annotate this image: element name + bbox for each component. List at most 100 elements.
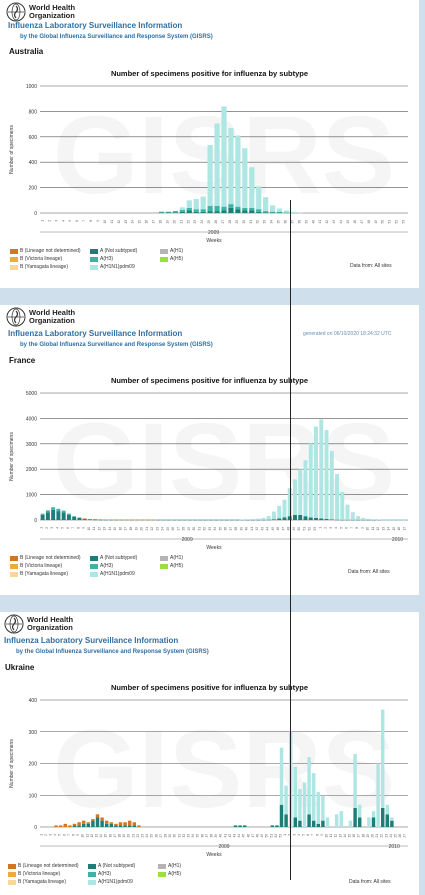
bar-not_subtyped: [86, 823, 91, 827]
bar-pdm09: [261, 517, 266, 520]
bar-b_lineage_nd: [103, 519, 108, 520]
y-tick-label: 400: [29, 160, 38, 166]
x-tick-label: 11: [85, 834, 89, 838]
bar-pdm09: [298, 788, 302, 821]
legend-swatch: [10, 563, 18, 569]
x-tick-label: 41: [250, 527, 254, 531]
bar-not_subtyped: [345, 519, 350, 521]
x-tick-label: 19: [122, 834, 126, 838]
bar-pdm09: [366, 518, 371, 520]
x-tick-label: 47: [281, 527, 285, 531]
x-tick-label: 32: [256, 220, 260, 224]
bar-b_lineage_nd: [137, 825, 141, 827]
bar-not_subtyped: [357, 817, 362, 827]
legend-item: B (Lineage not determined): [8, 863, 79, 869]
logo-line2: Organization: [27, 623, 73, 632]
legend-label: A(H3): [98, 871, 112, 877]
x-tick-label: 9: [96, 220, 100, 222]
bar-h3: [186, 207, 192, 211]
legend: B (Lineage not determined) B (Victoria li…: [10, 248, 270, 274]
x-tick-label: 9: [320, 834, 324, 836]
x-tick-label: 31: [249, 220, 253, 224]
bar-b_lineage_nd: [91, 819, 95, 821]
system-subtitle: by the Global Influenza Surveillance and…: [20, 342, 213, 348]
bar-not_subtyped: [40, 514, 45, 520]
bar-pdm09: [367, 817, 371, 827]
x-tick-label: 42: [255, 527, 259, 531]
legend-swatch: [90, 571, 98, 577]
bar-h3: [82, 518, 87, 520]
bar-pdm09: [214, 123, 220, 207]
bar-not_subtyped: [242, 825, 247, 827]
x-tick-label: 33: [187, 834, 191, 838]
x-tick-label: 23: [193, 220, 197, 224]
legend-label: A(H1): [168, 863, 182, 869]
bar-pdm09: [311, 773, 316, 821]
x-tick-label: 24: [145, 834, 149, 838]
x-tick-label: 39: [214, 834, 218, 838]
x-tick-label: 3: [50, 527, 54, 529]
bar-not_subtyped: [228, 207, 234, 213]
country-label: Ukraine: [5, 663, 35, 672]
y-tick-label: 800: [29, 109, 38, 115]
x-tick-label: 25: [394, 834, 398, 838]
x-tick-label: 47: [360, 220, 364, 224]
bar-not_subtyped: [340, 519, 345, 521]
x-tick-label: 5: [61, 527, 65, 529]
x-tick-label: 15: [138, 220, 142, 224]
bar-h3: [165, 211, 172, 213]
panel-france: World Health Organization Influenza Labo…: [0, 305, 419, 595]
bar-pdm09: [377, 519, 382, 521]
x-tick-label: 39: [239, 527, 243, 531]
x-tick-label: 1: [318, 527, 322, 529]
x-tick-label: 35: [218, 527, 222, 531]
bar-pdm09: [356, 516, 361, 520]
bar-pdm09: [316, 792, 321, 824]
bar-not_subtyped: [214, 519, 219, 521]
bar-not_subtyped: [187, 519, 192, 521]
x-tick-label: 3: [292, 834, 296, 836]
bar-not_subtyped: [161, 519, 166, 521]
x-tick-label: 5: [68, 220, 72, 222]
bar-b_lineage_nd: [87, 518, 92, 520]
legend-swatch: [90, 563, 98, 569]
bar-h3: [228, 204, 234, 208]
bar-not_subtyped: [371, 817, 376, 827]
x-tick-label: 48: [256, 834, 260, 838]
x-tick-label: 40: [311, 220, 315, 224]
legend-swatch: [88, 863, 96, 869]
bar-b_lineage_nd: [81, 820, 86, 824]
legend-swatch: [8, 863, 16, 869]
x-tick-label: 6: [345, 527, 349, 529]
bar-not_subtyped: [186, 210, 192, 213]
bar-pdm09: [293, 479, 297, 515]
x-tick-label: 53: [402, 220, 406, 224]
x-tick-label: 25: [150, 834, 154, 838]
legend-swatch: [160, 555, 168, 561]
bar-not_subtyped: [350, 519, 355, 521]
bar-not_subtyped: [229, 519, 234, 521]
bar-h3: [263, 211, 269, 213]
system-title: Influenza Laboratory Surveillance Inform…: [4, 636, 179, 645]
data-source-note: Data from: All sites: [349, 879, 391, 885]
legend-label: B (Victoria lineage): [20, 563, 63, 569]
y-tick-label: 300: [29, 730, 38, 736]
x-tick-label: 30: [192, 527, 196, 531]
bar-pdm09: [314, 426, 318, 518]
bar-not_subtyped: [98, 519, 103, 521]
x-tick-label: 34: [270, 220, 274, 224]
y-tick-label: 400: [29, 698, 38, 704]
x-tick-label: 1: [39, 834, 43, 836]
legend: B (Lineage not determined) B (Victoria li…: [10, 555, 270, 581]
bar-not_subtyped: [270, 825, 275, 827]
bar-b_lineage_nd: [63, 823, 68, 827]
x-tick-label: 3: [329, 527, 333, 529]
x-tick-label: 45: [242, 834, 246, 838]
x-tick-label: 43: [260, 527, 264, 531]
bar-not_subtyped: [271, 519, 276, 520]
x-tick-label: 42: [228, 834, 232, 838]
x-tick-label: 18: [159, 220, 163, 224]
x-tick-label: 49: [260, 834, 264, 838]
x-tick-label: 49: [292, 527, 296, 531]
x-tick-label: 23: [155, 527, 159, 531]
